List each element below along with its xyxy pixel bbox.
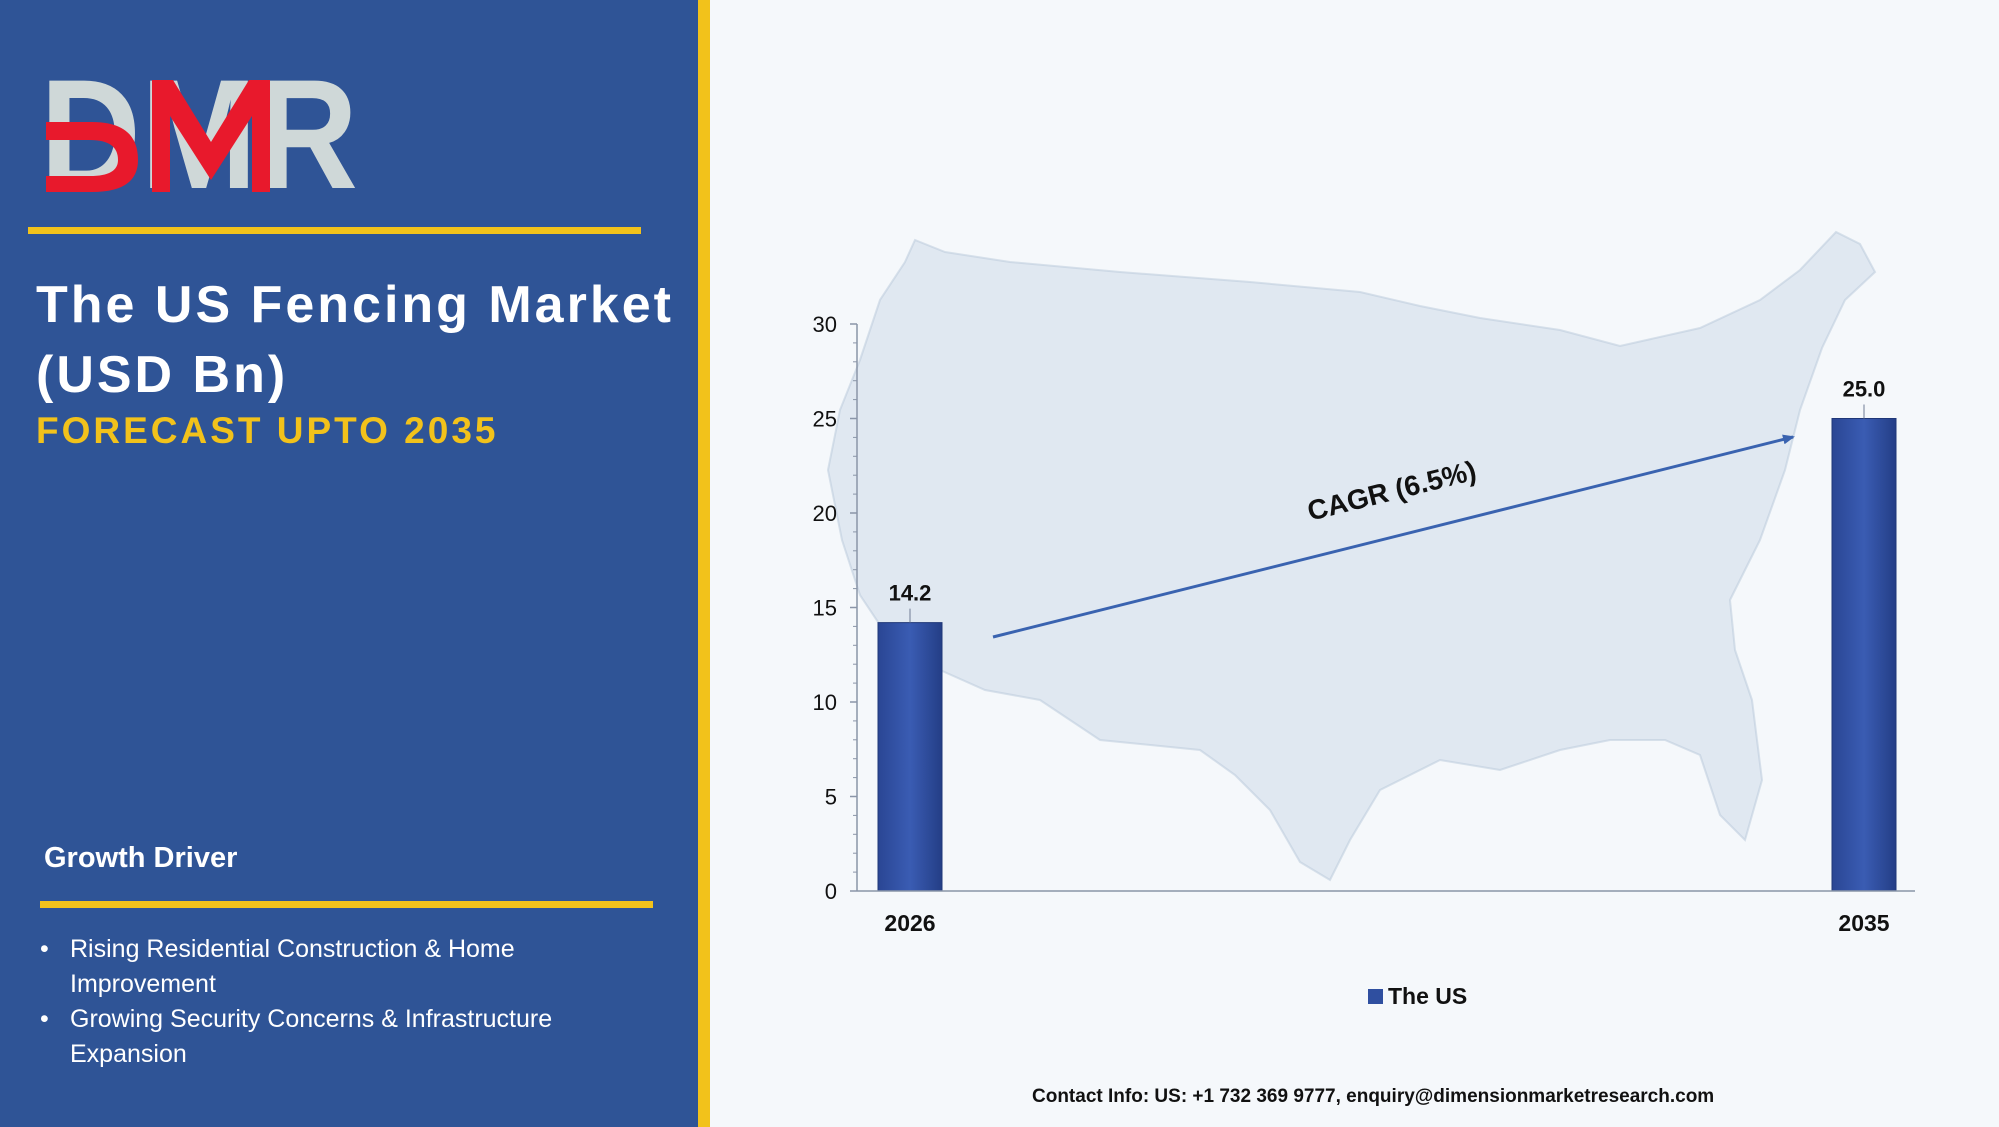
y-tick-label: 10 (813, 690, 837, 715)
title-divider (28, 227, 641, 234)
x-tick-label-2035: 2035 (1838, 910, 1889, 936)
legend-label: The US (1388, 983, 1467, 1009)
bar-2035 (1831, 418, 1897, 892)
y-tick-label: 25 (813, 407, 837, 432)
growth-driver-item: Growing Security Concerns & Infrastructu… (36, 1002, 636, 1072)
y-tick-label: 20 (813, 501, 837, 526)
growth-driver-item: Rising Residential Construction & Home I… (36, 932, 636, 1002)
x-axis: 2026 2035 (857, 890, 1915, 936)
legend-swatch (1368, 989, 1383, 1004)
bar-2026 (877, 622, 943, 892)
driver-divider (40, 901, 653, 908)
growth-driver-list: Rising Residential Construction & Home I… (36, 932, 636, 1072)
y-tick-label: 15 (813, 596, 837, 621)
bar-series: 14.2 25.0 (877, 377, 1897, 892)
page-title: The US Fencing Market (USD Bn) (36, 276, 674, 404)
contact-info: Contact Info: US: +1 732 369 9777, enqui… (1032, 1086, 1715, 1107)
y-tick-label: 30 (813, 312, 837, 337)
data-label-2035: 25.0 (1843, 377, 1886, 402)
y-tick-label: 5 (825, 785, 837, 810)
us-map-silhouette (826, 230, 1877, 882)
data-label-2026: 14.2 (889, 581, 932, 606)
dmr-logo: DMR (40, 60, 358, 200)
growth-driver-heading: Growth Driver (44, 842, 238, 874)
accent-stripe (698, 0, 710, 1127)
y-axis: 0 5 10 15 20 25 30 (813, 312, 858, 904)
cagr-arrow (992, 434, 1795, 639)
page-subtitle: FORECAST UPTO 2035 (36, 410, 499, 451)
x-tick-label-2026: 2026 (884, 910, 935, 936)
y-tick-label: 0 (825, 879, 837, 904)
